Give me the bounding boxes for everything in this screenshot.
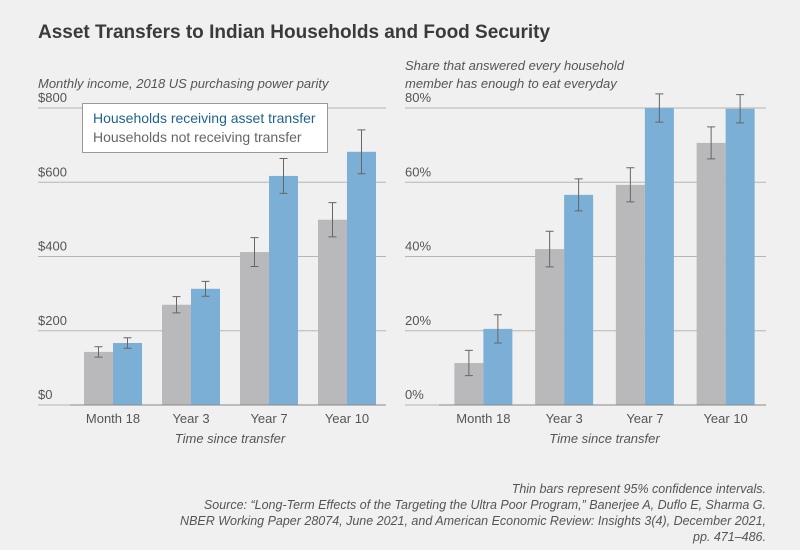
bar xyxy=(84,351,113,405)
y-axis-label: Share that answered every household xyxy=(405,58,625,73)
legend: Households receiving asset transfer Hous… xyxy=(82,103,328,153)
bar xyxy=(347,151,376,405)
error-bar xyxy=(626,167,635,203)
x-tick-label: Year 10 xyxy=(325,411,369,426)
y-tick-label: 60% xyxy=(405,164,431,179)
x-axis-label: Time since transfer xyxy=(175,431,286,446)
error-bar xyxy=(574,178,583,212)
error-bar xyxy=(94,346,103,358)
bar xyxy=(615,184,645,405)
bar xyxy=(644,108,674,405)
y-tick-label: $800 xyxy=(38,90,67,105)
notes: Thin bars represent 95% confidence inter… xyxy=(166,481,766,545)
bar xyxy=(240,252,269,405)
legend-entry: Households receiving asset transfer xyxy=(93,110,316,126)
y-tick-label: $400 xyxy=(38,239,67,254)
x-tick-label: Year 3 xyxy=(546,411,583,426)
bar xyxy=(113,343,142,405)
y-tick-label: 80% xyxy=(405,90,431,105)
x-tick-label: Year 10 xyxy=(703,411,747,426)
bar xyxy=(318,219,347,405)
chart-title: Asset Transfers to Indian Households and… xyxy=(38,22,550,43)
x-axis-label: Time since transfer xyxy=(549,431,660,446)
error-bar xyxy=(493,314,502,344)
error-bar xyxy=(357,129,366,175)
error-bar xyxy=(707,126,716,160)
y-tick-label: $600 xyxy=(38,164,67,179)
note: Thin bars represent 95% confidence inter… xyxy=(511,482,766,496)
bar xyxy=(269,175,298,405)
error-bar xyxy=(655,93,664,123)
x-tick-label: Year 7 xyxy=(250,411,287,426)
bar xyxy=(725,108,755,406)
error-bar xyxy=(250,237,259,268)
error-bar xyxy=(123,337,132,349)
x-tick-label: Year 7 xyxy=(626,411,663,426)
error-bar xyxy=(172,296,181,314)
y-tick-label: $200 xyxy=(38,313,67,328)
y-axis-label: Monthly income, 2018 US purchasing power… xyxy=(38,76,330,91)
error-bar xyxy=(279,157,288,194)
x-tick-label: Month 18 xyxy=(86,411,140,426)
error-bar xyxy=(464,349,473,377)
bar xyxy=(162,304,191,405)
x-tick-label: Year 3 xyxy=(172,411,209,426)
x-tick-label: Month 18 xyxy=(456,411,510,426)
legend-entry: Households not receiving transfer xyxy=(93,129,302,145)
y-tick-label: 40% xyxy=(405,239,431,254)
note: Source: “Long-Term Effects of the Target… xyxy=(180,498,766,544)
bar xyxy=(696,142,726,405)
y-tick-label: 20% xyxy=(405,313,431,328)
y-axis-label: member has enough to eat everyday xyxy=(405,76,618,91)
error-bar xyxy=(328,202,337,238)
y-tick-label: $0 xyxy=(38,387,52,402)
bar xyxy=(564,194,594,405)
bar xyxy=(191,288,220,405)
error-bar xyxy=(201,280,210,297)
y-tick-label: 0% xyxy=(405,387,424,402)
error-bar xyxy=(545,230,554,268)
error-bar xyxy=(736,94,745,124)
bar xyxy=(535,249,565,405)
